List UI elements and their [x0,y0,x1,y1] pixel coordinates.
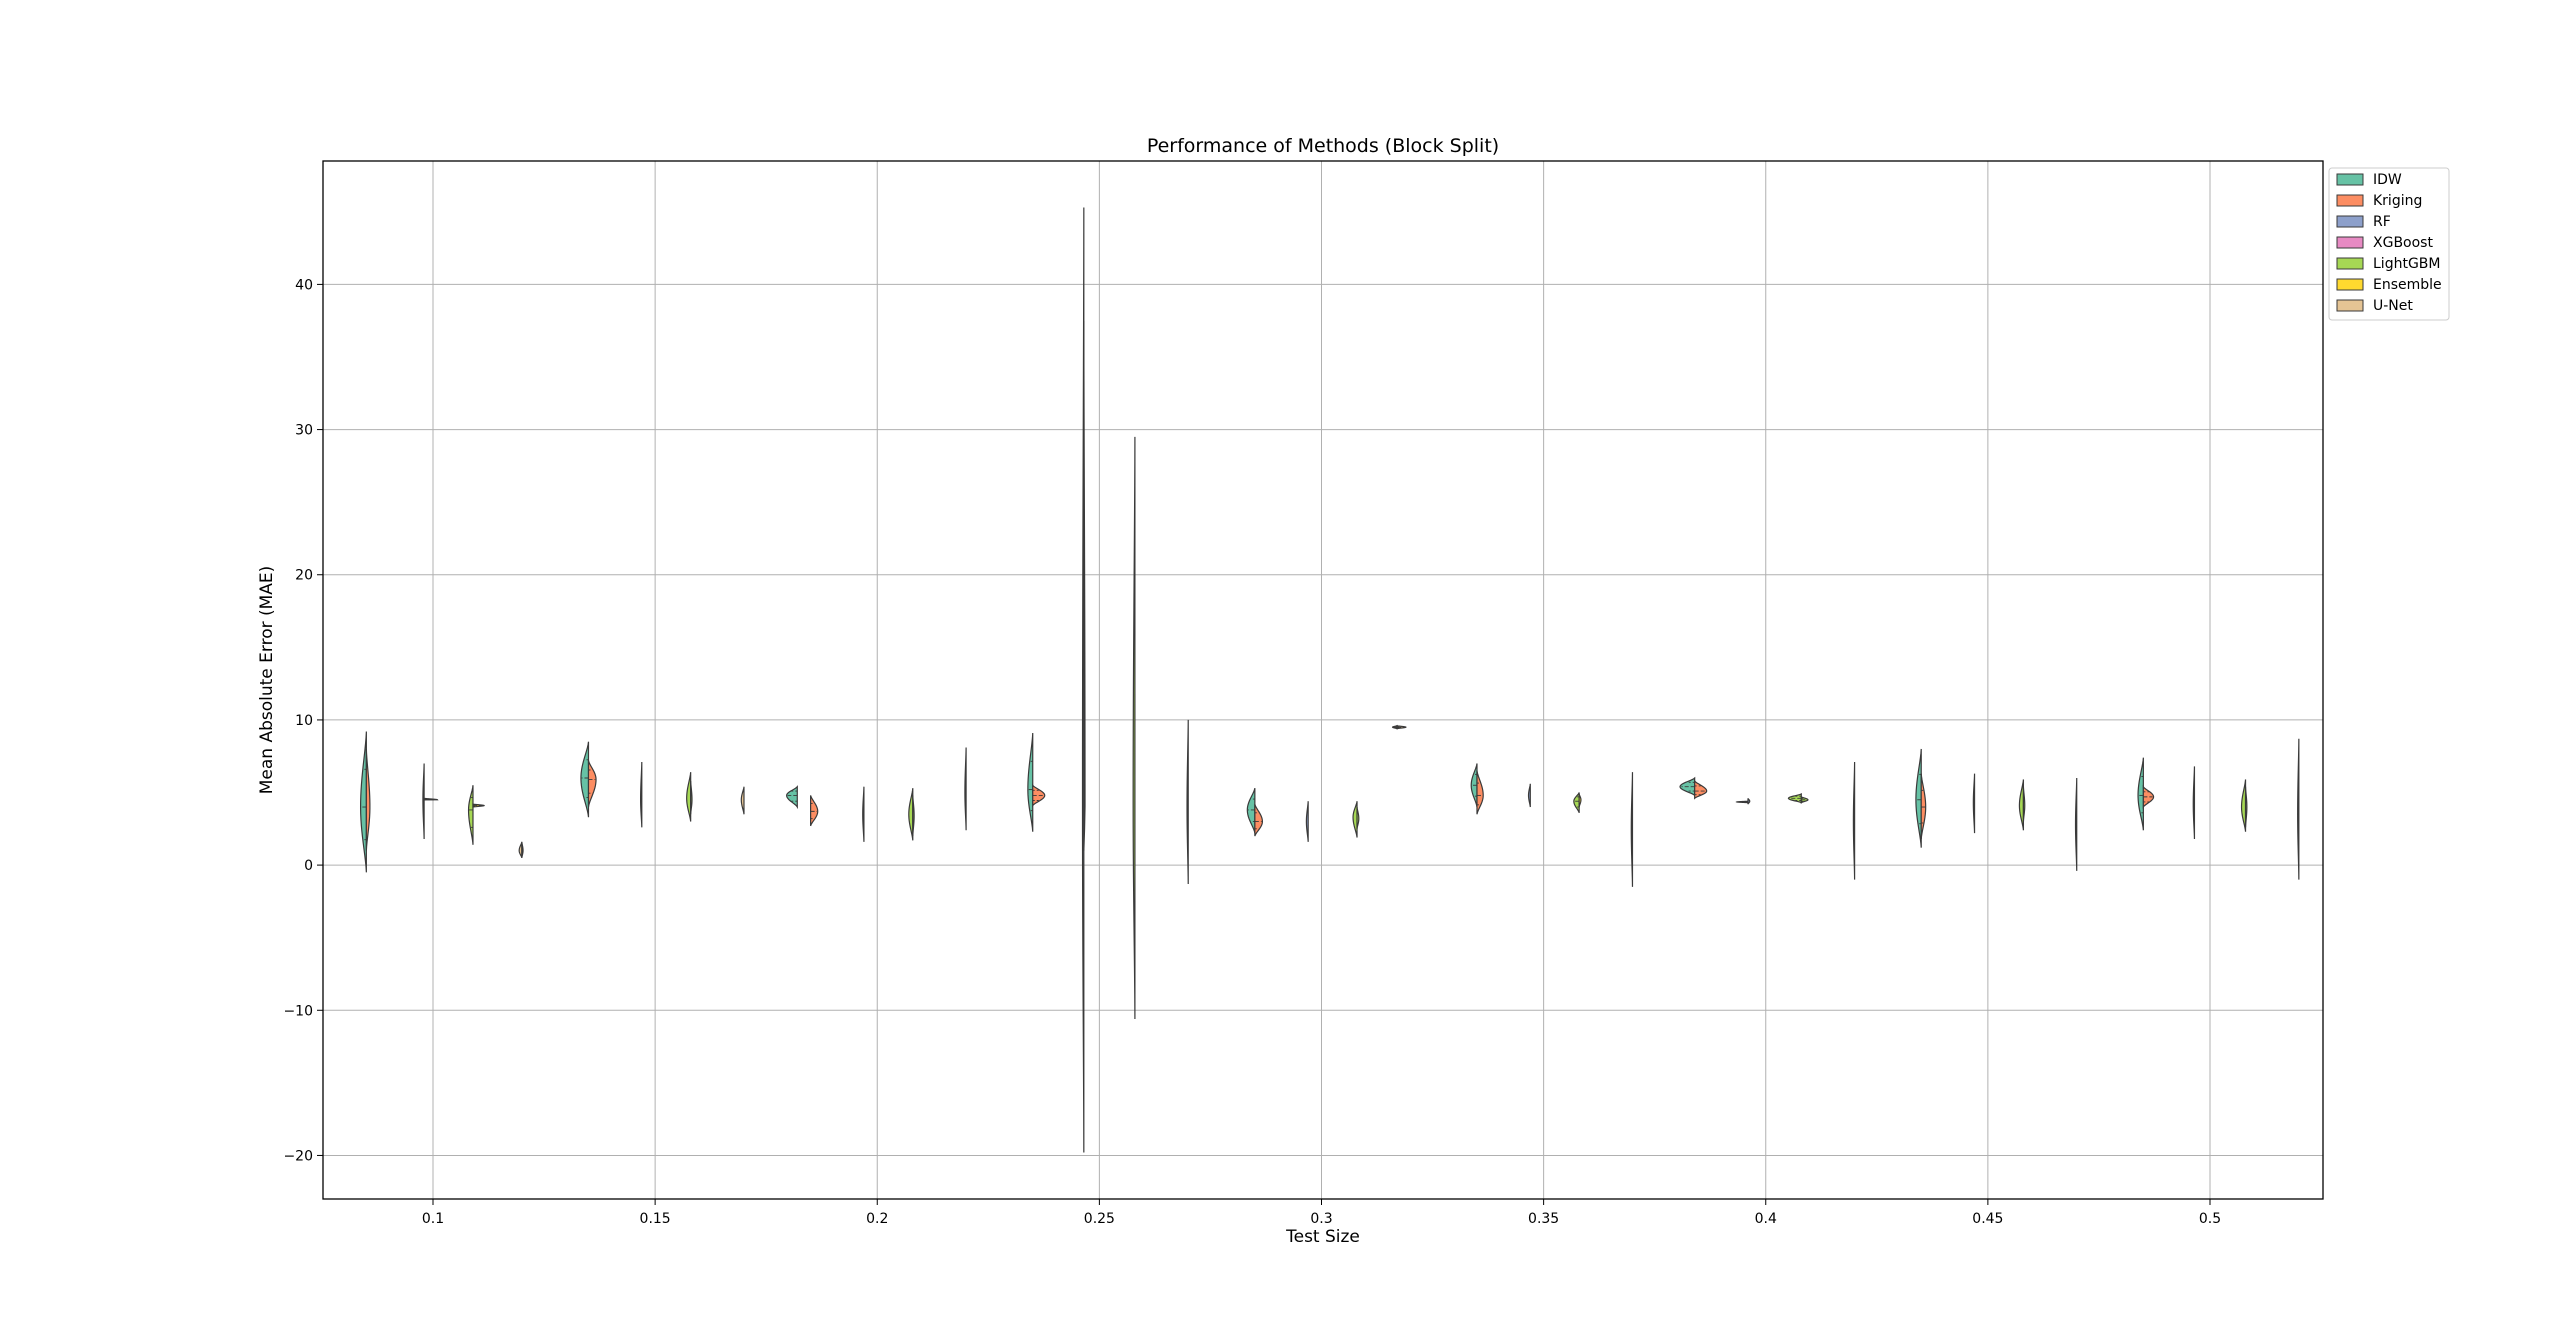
y-tick-label: −20 [283,1148,313,1164]
violin-lightgbm-left [2240,779,2247,832]
legend: IDW Kriging RF XGBoost LightGBM Ensemble U-Net [2328,167,2450,321]
violins [359,207,2300,1153]
violin-u-net-left [2297,738,2300,880]
y-tick-label: −10 [283,1003,313,1019]
x-tick-label: 0.35 [1528,1211,1559,1227]
violin-lightgbm-right [2022,786,2026,822]
x-tick-label: 0.1 [422,1211,444,1227]
x-tick-label: 0.25 [1084,1211,1115,1227]
violin-ensemble-right [1578,793,1582,808]
y-tick-label: 20 [295,568,313,584]
violin-lightgbm-left [467,785,474,845]
violin-lightgbm-left [1352,801,1358,838]
violin-lightgbm-left [908,788,914,841]
violin-kriging-right [1032,783,1046,808]
violin-kriging-right [1476,770,1484,815]
violin-u-net-left [964,747,967,831]
violin-lightgbm-left [1132,436,1136,1019]
legend-label: RF [2373,214,2391,230]
x-axis-ticks: 0.1 0.15 0.2 0.25 0.3 0.35 0.4 0.45 0.5 [422,1199,2221,1227]
violin-rf-left [639,762,643,828]
y-tick-label: 40 [295,277,313,293]
violin-lightgbm-right [1356,806,1360,829]
legend-swatch-rf [2336,215,2364,228]
legend-swatch-u-net [2336,299,2364,312]
violin-idw-left [359,731,367,873]
legend-swatch-ensemble [2336,278,2364,291]
violin-kriging-right [1694,779,1708,800]
violin-u-net-right [1396,724,1407,730]
violin-lightgbm-left [1573,792,1580,814]
violin-idw-left [1027,732,1034,832]
legend-swatch-xgboost [2336,236,2364,249]
plot-frame [322,160,2324,1200]
violin-u-net-left [1186,719,1189,884]
violin-lightgbm-right [690,780,693,815]
y-tick-label: 10 [295,713,313,729]
x-tick-label: 0.45 [1972,1211,2003,1227]
violin-kriging-right [1254,803,1264,837]
legend-swatch-lightgbm [2336,257,2364,270]
violin-rf-left [1527,783,1531,808]
violin-rf-left [422,763,425,839]
legend-label: XGBoost [2373,235,2433,251]
violin-kriging-right [587,760,597,808]
grid-lines [323,161,2323,1199]
violin-kriging-right [2142,784,2155,809]
x-tick-label: 0.15 [640,1211,671,1227]
violin-lightgbm-left [2018,779,2025,831]
violin-lightgbm-right [2244,786,2248,828]
x-tick-label: 0.2 [866,1211,888,1227]
violin-rf-left [1972,773,1976,834]
y-axis-label: Mean Absolute Error (MAE) [257,566,277,795]
violin-lightgbm-left [686,772,692,822]
violin-xgboost-right [1083,320,1086,851]
legend-swatch-idw [2336,173,2364,186]
violin-idw-left [580,741,590,818]
y-tick-label: 0 [304,858,313,874]
legend-label: Kriging [2373,193,2422,209]
violin-u-net-left [1852,762,1856,880]
y-axis-ticks: −20 −10 0 10 20 30 40 [283,277,323,1164]
violin-u-net-right [521,841,524,858]
violin-idw-left [1915,748,1922,848]
violin-rf-left [862,786,865,842]
violin-idw-left [2137,757,2144,831]
violin-u-net-left [1630,772,1634,887]
x-tick-label: 0.3 [1310,1211,1332,1227]
violin-lightgbm-right [912,795,915,837]
legend-label: IDW [2373,172,2402,188]
violin-u-net-left [740,786,745,815]
violin-u-net-left [2074,777,2078,871]
legend-label: Ensemble [2373,277,2442,293]
x-tick-label: 0.4 [1755,1211,1777,1227]
y-tick-label: 30 [295,423,313,439]
legend-label: U-Net [2373,298,2413,314]
violin-kriging-right [365,748,371,851]
violin-idw-left [786,785,798,810]
legend-swatch-kriging [2336,194,2364,207]
legend-label: LightGBM [2373,256,2440,272]
chart-title: Performance of Methods (Block Split) [1147,135,1499,157]
violin-u-net-left [518,841,523,858]
violin-rf-left [2192,766,2196,839]
violin-rf-left [1305,801,1309,842]
x-axis-label: Test Size [1285,1227,1360,1247]
x-tick-label: 0.5 [2199,1211,2221,1227]
